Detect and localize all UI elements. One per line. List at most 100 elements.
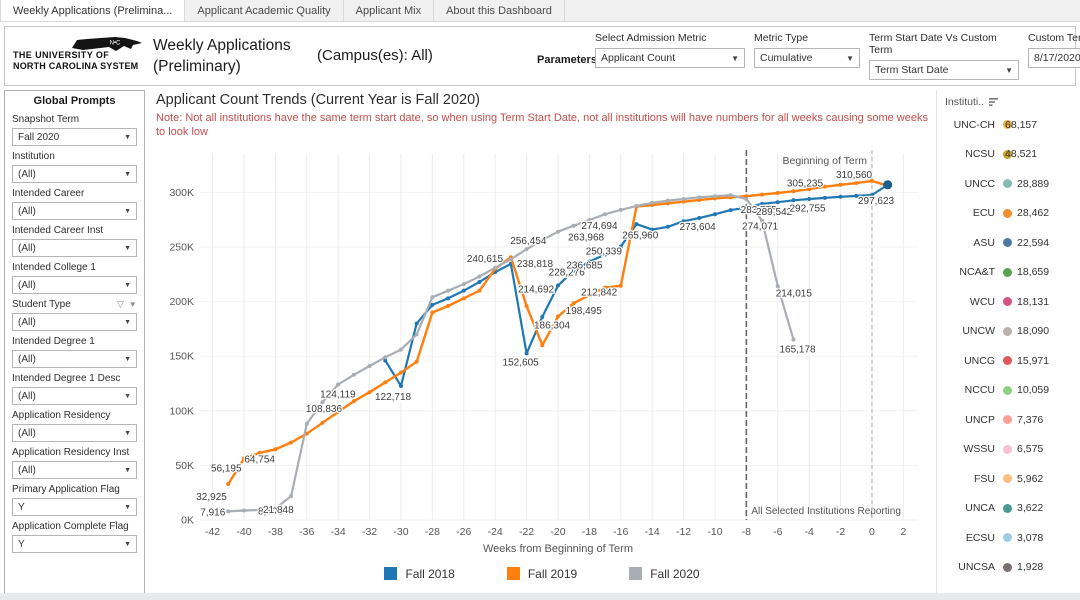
tab-applicant-academic-quality[interactable]: Applicant Academic Quality xyxy=(185,0,344,21)
data-point[interactable] xyxy=(697,194,702,199)
data-point[interactable] xyxy=(383,354,388,359)
data-point[interactable] xyxy=(681,218,686,223)
data-point[interactable] xyxy=(791,197,796,202)
data-point[interactable] xyxy=(241,456,246,461)
sort-descending-icon[interactable] xyxy=(989,97,999,107)
institution-row-ecsu[interactable]: ECSU 3,078 xyxy=(937,523,1080,553)
institution-row-uncc[interactable]: UNCC 28,889 xyxy=(937,169,1080,199)
data-point[interactable] xyxy=(508,256,513,261)
data-point[interactable] xyxy=(540,237,545,242)
data-point[interactable] xyxy=(854,193,859,198)
institution-row-uncsa[interactable]: UNCSA 1,928 xyxy=(937,553,1080,583)
filter-select-primary-application-flag[interactable]: Y ▼ xyxy=(12,498,137,516)
data-point[interactable] xyxy=(618,244,623,249)
data-point[interactable] xyxy=(477,288,482,293)
data-point[interactable] xyxy=(477,274,482,279)
data-point[interactable] xyxy=(869,178,874,183)
data-point[interactable] xyxy=(540,342,545,347)
data-point[interactable] xyxy=(571,223,576,228)
data-point[interactable] xyxy=(241,508,246,513)
data-point[interactable] xyxy=(854,180,859,185)
param-select-metric-type[interactable]: Cumulative ▼ xyxy=(754,48,860,68)
filter-select-intended-career[interactable]: (All) ▼ xyxy=(12,202,137,220)
data-point[interactable] xyxy=(446,288,451,293)
data-point[interactable] xyxy=(775,190,780,195)
data-point[interactable] xyxy=(822,195,827,200)
institution-row-unca[interactable]: UNCA 3,622 xyxy=(937,494,1080,524)
data-point[interactable] xyxy=(618,283,623,288)
data-point[interactable] xyxy=(446,303,451,308)
data-point[interactable] xyxy=(760,192,765,197)
data-point[interactable] xyxy=(807,196,812,201)
data-point[interactable] xyxy=(555,283,560,288)
data-point[interactable] xyxy=(398,370,403,375)
data-point[interactable] xyxy=(289,493,294,498)
filter-select-institution[interactable]: (All) ▼ xyxy=(12,165,137,183)
param-input-custom-term-start[interactable]: 8/17/2020 xyxy=(1028,48,1080,68)
data-point[interactable] xyxy=(603,211,608,216)
series-end-dot[interactable] xyxy=(883,179,893,189)
data-point[interactable] xyxy=(681,196,686,201)
filter-select-snapshot-term[interactable]: Fall 2020 ▼ xyxy=(12,128,137,146)
data-point[interactable] xyxy=(838,194,843,199)
data-point[interactable] xyxy=(461,288,466,293)
legend-item-fall-2020[interactable]: Fall 2020 xyxy=(629,567,700,581)
data-point[interactable] xyxy=(697,215,702,220)
data-point[interactable] xyxy=(587,217,592,222)
filter-select-intended-degree-1-desc[interactable]: (All) ▼ xyxy=(12,387,137,405)
data-point[interactable] xyxy=(571,268,576,273)
tab-applicant-mix[interactable]: Applicant Mix xyxy=(344,0,435,21)
data-point[interactable] xyxy=(367,363,372,368)
data-point[interactable] xyxy=(728,192,733,197)
filter-select-intended-college-1[interactable]: (All) ▼ xyxy=(12,276,137,294)
filter-select-intended-degree-1[interactable]: (All) ▼ xyxy=(12,350,137,368)
data-point[interactable] xyxy=(398,347,403,352)
data-point[interactable] xyxy=(555,314,560,319)
data-point[interactable] xyxy=(634,203,639,208)
legend-item-fall-2018[interactable]: Fall 2018 xyxy=(384,567,455,581)
data-point[interactable] xyxy=(634,221,639,226)
data-point[interactable] xyxy=(430,310,435,315)
data-point[interactable] xyxy=(650,227,655,232)
data-point[interactable] xyxy=(712,211,717,216)
institution-row-wcu[interactable]: WCU 18,131 xyxy=(937,287,1080,317)
data-point[interactable] xyxy=(273,506,278,511)
data-point[interactable] xyxy=(446,295,451,300)
data-point[interactable] xyxy=(760,201,765,206)
param-select-term-start-date-vs-custom-term[interactable]: Term Start Date ▼ xyxy=(869,60,1019,80)
legend-item-fall-2019[interactable]: Fall 2019 xyxy=(506,567,577,581)
data-point[interactable] xyxy=(398,383,403,388)
tab-about-this-dashboard[interactable]: About this Dashboard xyxy=(434,0,565,21)
data-point[interactable] xyxy=(665,224,670,229)
data-point[interactable] xyxy=(226,508,231,513)
data-point[interactable] xyxy=(430,294,435,299)
institution-row-nccu[interactable]: NCCU 10,059 xyxy=(937,376,1080,406)
data-point[interactable] xyxy=(555,229,560,234)
data-point[interactable] xyxy=(822,184,827,189)
data-point[interactable] xyxy=(493,265,498,270)
data-point[interactable] xyxy=(320,399,325,404)
institutions-header[interactable]: Instituti.. xyxy=(937,94,1080,110)
institution-row-fsu[interactable]: FSU 5,962 xyxy=(937,464,1080,494)
funnel-filter-icon[interactable]: ▽ ▾ xyxy=(117,299,137,309)
data-point[interactable] xyxy=(603,285,608,290)
data-point[interactable] xyxy=(414,331,419,336)
institution-row-uncp[interactable]: UNCP 7,376 xyxy=(937,405,1080,435)
data-point[interactable] xyxy=(414,359,419,364)
data-point[interactable] xyxy=(744,205,749,210)
data-point[interactable] xyxy=(461,295,466,300)
data-point[interactable] xyxy=(587,259,592,264)
tab-weekly-applications-prelimina[interactable]: Weekly Applications (Prelimina... xyxy=(0,0,186,21)
data-point[interactable] xyxy=(838,182,843,187)
data-point[interactable] xyxy=(603,252,608,257)
data-point[interactable] xyxy=(775,283,780,288)
data-point[interactable] xyxy=(304,421,309,426)
data-point[interactable] xyxy=(712,193,717,198)
data-point[interactable] xyxy=(791,337,796,342)
data-point[interactable] xyxy=(869,192,874,197)
data-point[interactable] xyxy=(257,450,262,455)
data-point[interactable] xyxy=(618,207,623,212)
data-point[interactable] xyxy=(414,321,419,326)
filter-select-application-complete-flag[interactable]: Y ▼ xyxy=(12,535,137,553)
